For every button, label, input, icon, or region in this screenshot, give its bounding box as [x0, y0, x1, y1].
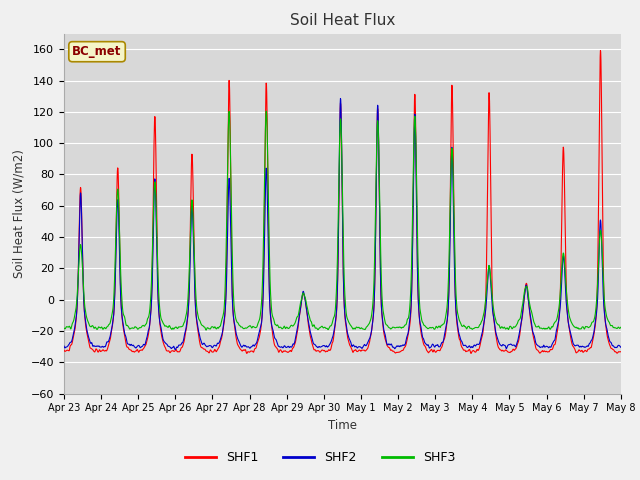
Text: BC_met: BC_met — [72, 45, 122, 58]
Legend: SHF1, SHF2, SHF3: SHF1, SHF2, SHF3 — [180, 446, 460, 469]
Title: Soil Heat Flux: Soil Heat Flux — [290, 13, 395, 28]
X-axis label: Time: Time — [328, 419, 357, 432]
Y-axis label: Soil Heat Flux (W/m2): Soil Heat Flux (W/m2) — [12, 149, 25, 278]
